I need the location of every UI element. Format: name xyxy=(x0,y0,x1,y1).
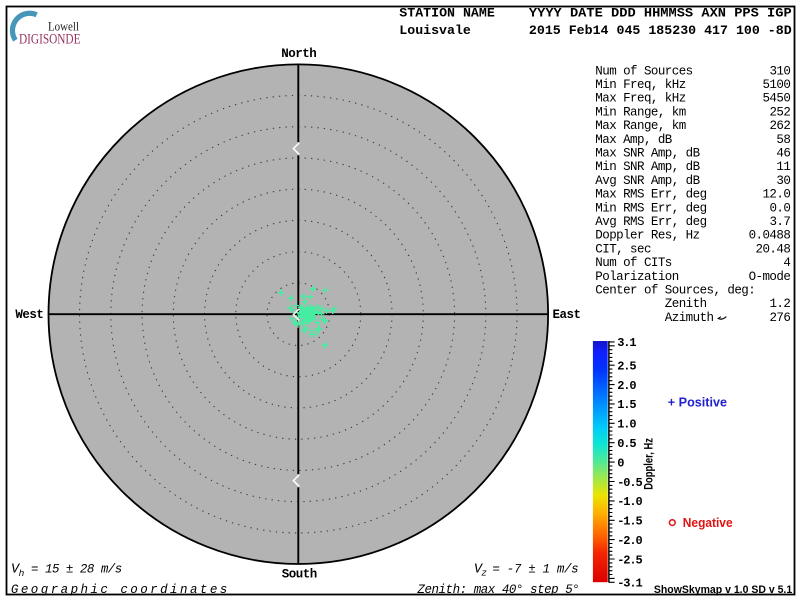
svg-text:2.5: 2.5 xyxy=(617,360,636,374)
svg-text:11: 11 xyxy=(776,160,790,174)
svg-text:Max Amp, dB: Max Amp, dB xyxy=(595,133,673,147)
svg-text:= -7 ± 1 m/s: = -7 ± 1 m/s xyxy=(492,562,578,576)
svg-text:0.0: 0.0 xyxy=(769,201,790,215)
svg-text:2015 Feb14 045 185230 417 100: 2015 Feb14 045 185230 417 100 -8D xyxy=(529,23,792,38)
svg-text:Num of CITs: Num of CITs xyxy=(595,256,672,270)
svg-text:Zenith: max 40° step 5°: Zenith: max 40° step 5° xyxy=(416,583,579,597)
svg-text:Louisvale: Louisvale xyxy=(399,23,471,38)
svg-text:Max Freq, kHz: Max Freq, kHz xyxy=(595,92,685,106)
svg-text:276: 276 xyxy=(769,311,790,325)
svg-text:46: 46 xyxy=(776,147,790,161)
svg-text:V: V xyxy=(474,562,484,577)
svg-text:z: z xyxy=(481,568,487,579)
svg-text:Avg SNR Amp, dB: Avg SNR Amp, dB xyxy=(595,174,700,188)
svg-text:Negative: Negative xyxy=(683,515,733,530)
svg-text:0: 0 xyxy=(617,456,624,470)
svg-text:DIGISONDE: DIGISONDE xyxy=(19,31,81,47)
svg-text:4: 4 xyxy=(783,256,790,270)
svg-text:Num of Sources: Num of Sources xyxy=(595,64,692,78)
svg-text:CIT, sec: CIT, sec xyxy=(595,242,651,256)
svg-text:310: 310 xyxy=(769,64,790,78)
svg-text:Zenith: Zenith xyxy=(595,297,706,311)
svg-text:-1.0: -1.0 xyxy=(617,495,642,509)
svg-text:East: East xyxy=(553,308,581,322)
svg-text:-2.0: -2.0 xyxy=(617,534,642,548)
svg-text:STATION NAME: STATION NAME xyxy=(399,6,495,21)
svg-text:YYYY DATE DDD HHMMSS AXN PPS: YYYY DATE DDD HHMMSS AXN PPS IGP xyxy=(529,6,792,21)
svg-text:2.0: 2.0 xyxy=(617,379,636,393)
svg-text:0.0488: 0.0488 xyxy=(749,229,791,243)
svg-text:O-mode: O-mode xyxy=(749,270,791,284)
svg-text:Max RMS Err, deg: Max RMS Err, deg xyxy=(595,188,706,202)
svg-text:= 15 ± 28 m/s: = 15 ± 28 m/s xyxy=(31,563,122,577)
svg-text:Min Freq, kHz: Min Freq, kHz xyxy=(595,78,685,92)
svg-text:3.1: 3.1 xyxy=(617,336,636,350)
svg-text:West: West xyxy=(15,308,43,322)
svg-text:Doppler, Hz: Doppler, Hz xyxy=(644,438,656,490)
svg-text:30: 30 xyxy=(776,174,790,188)
svg-text:-2.5: -2.5 xyxy=(617,553,642,567)
svg-text:Avg RMS Err, deg: Avg RMS Err, deg xyxy=(595,215,706,229)
svg-text:1.2: 1.2 xyxy=(769,297,790,311)
svg-text:3.7: 3.7 xyxy=(769,215,790,229)
svg-text:Polarization: Polarization xyxy=(595,270,678,284)
svg-text:252: 252 xyxy=(769,105,790,119)
svg-text:Min RMS Err, deg: Min RMS Err, deg xyxy=(595,201,706,215)
svg-text:ShowSkymap v 1.0 SD v 5.1: ShowSkymap v 1.0 SD v 5.1 xyxy=(654,584,792,596)
svg-text:12.0: 12.0 xyxy=(762,188,790,202)
svg-text:5450: 5450 xyxy=(762,92,790,106)
svg-text:+ Positive: + Positive xyxy=(668,395,727,410)
svg-text:Azimuth: Azimuth xyxy=(595,311,713,325)
svg-text:0.5: 0.5 xyxy=(617,437,636,451)
svg-text:Max Range, km: Max Range, km xyxy=(595,119,685,133)
svg-text:h: h xyxy=(19,568,25,579)
svg-text:Min SNR Amp, dB: Min SNR Amp, dB xyxy=(595,160,700,174)
svg-text:262: 262 xyxy=(769,119,790,133)
svg-text:Lowell: Lowell xyxy=(48,19,79,33)
svg-text:Center of Sources, deg:: Center of Sources, deg: xyxy=(595,284,755,298)
svg-text:-3.1: -3.1 xyxy=(617,577,642,591)
svg-text:-0.5: -0.5 xyxy=(617,476,642,490)
svg-text:20.48: 20.48 xyxy=(756,242,791,256)
svg-text:Doppler Res, Hz: Doppler Res, Hz xyxy=(595,229,699,243)
svg-text:-1.5: -1.5 xyxy=(617,515,642,529)
svg-text:Max SNR Amp, dB: Max SNR Amp, dB xyxy=(595,147,700,161)
svg-text:Min Range, km: Min Range, km xyxy=(595,105,685,119)
svg-text:North: North xyxy=(281,47,316,61)
svg-text:5100: 5100 xyxy=(762,78,790,92)
svg-text:58: 58 xyxy=(776,133,790,147)
svg-text:South: South xyxy=(282,568,317,582)
svg-text:1.0: 1.0 xyxy=(617,418,636,432)
svg-text:1.5: 1.5 xyxy=(617,398,636,412)
svg-text:V: V xyxy=(11,563,21,578)
